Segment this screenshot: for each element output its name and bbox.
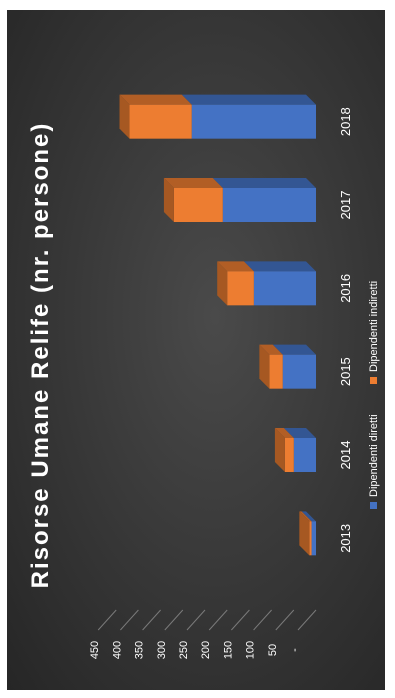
bar-top-face bbox=[243, 261, 316, 272]
bar-top-face bbox=[272, 344, 316, 355]
bar-top-face bbox=[299, 511, 312, 522]
gridline bbox=[164, 609, 184, 631]
y-tick-labels: - 50 100 150 200 250 300 350 400 450 bbox=[89, 641, 301, 659]
bar-2017-1 bbox=[163, 178, 223, 222]
bar-2017-0 bbox=[212, 178, 316, 222]
gridlines bbox=[97, 609, 317, 631]
bar-top-face bbox=[301, 511, 316, 522]
bar-end-face bbox=[274, 428, 285, 472]
y-tick-label: 150 bbox=[222, 641, 234, 659]
bar-2015-1 bbox=[259, 344, 283, 389]
bar-end-face bbox=[163, 178, 174, 222]
bar-front-face bbox=[253, 271, 316, 306]
gridline bbox=[186, 609, 206, 631]
gridline bbox=[275, 609, 295, 631]
bar-front-face bbox=[269, 354, 283, 389]
legend-item: Dipendenti indiretti bbox=[368, 281, 380, 384]
bar-top-face bbox=[274, 428, 294, 438]
x-category-label: 2016 bbox=[338, 274, 353, 303]
bar-front-face bbox=[222, 188, 316, 222]
bar-top-face bbox=[119, 94, 192, 105]
bar-2016-1 bbox=[217, 261, 254, 306]
bar-top-face bbox=[163, 178, 223, 188]
y-tick-label: 50 bbox=[267, 644, 279, 656]
gridline bbox=[120, 609, 139, 631]
bar-end-face bbox=[299, 511, 310, 556]
bar-front-face bbox=[309, 521, 312, 556]
bar-front-face bbox=[227, 271, 254, 306]
x-category-label: 2017 bbox=[338, 191, 353, 220]
y-tick-label: 250 bbox=[178, 641, 190, 659]
legend-label: Dipendenti indiretti bbox=[368, 281, 380, 372]
bar-2013-1 bbox=[299, 511, 312, 556]
y-tick-label: 450 bbox=[89, 641, 101, 659]
y-tick-label: 200 bbox=[200, 641, 212, 659]
bar-2014-0 bbox=[283, 428, 316, 472]
legend-item: Dipendenti diretti bbox=[368, 414, 380, 509]
legend: Dipendenti diretti Dipendenti indiretti bbox=[368, 281, 380, 509]
legend-label: Dipendenti diretti bbox=[368, 414, 380, 497]
bar-end-face bbox=[119, 94, 130, 139]
bar-front-face bbox=[311, 521, 316, 556]
bar-2018-0 bbox=[181, 94, 316, 139]
legend-swatch bbox=[370, 502, 377, 509]
bars: 2013 2014 2015 2016 2017 2018 bbox=[119, 94, 353, 556]
bar-end-face bbox=[217, 261, 228, 306]
bar-front-face bbox=[173, 188, 223, 222]
bar-2013-0 bbox=[301, 511, 316, 556]
gridline bbox=[231, 609, 250, 631]
bar-2014-1 bbox=[274, 428, 294, 472]
x-category-label: 2013 bbox=[338, 524, 353, 553]
x-category-label: 2015 bbox=[338, 357, 353, 386]
bar-front-face bbox=[284, 438, 294, 472]
x-category-label: 2014 bbox=[338, 441, 353, 470]
gridline bbox=[297, 609, 317, 631]
bar-top-face bbox=[181, 94, 316, 105]
bar-top-face bbox=[259, 344, 283, 355]
y-tick-label: 400 bbox=[111, 641, 123, 659]
y-tick-label: 350 bbox=[134, 641, 146, 659]
bar-2018-1 bbox=[119, 94, 192, 139]
bar-top-face bbox=[212, 178, 316, 188]
bar-end-face bbox=[259, 344, 270, 389]
gridline bbox=[97, 609, 117, 631]
bar-front-face bbox=[129, 104, 192, 139]
y-tick-label: 100 bbox=[245, 641, 257, 659]
bar-2015-0 bbox=[272, 344, 316, 389]
bar-front-face bbox=[191, 104, 316, 139]
bar-top-face bbox=[283, 428, 316, 438]
y-tick-label: 300 bbox=[156, 641, 168, 659]
legend-swatch bbox=[370, 377, 377, 384]
gridline bbox=[142, 609, 161, 631]
gridline bbox=[208, 609, 228, 631]
bar-front-face bbox=[282, 354, 316, 389]
bar-2016-0 bbox=[243, 261, 316, 306]
y-tick-label: - bbox=[289, 648, 301, 652]
bar-front-face bbox=[293, 438, 316, 472]
x-category-label: 2018 bbox=[338, 107, 353, 136]
chart-title: Risorse Umane Relife (nr. persone) bbox=[27, 122, 54, 589]
gridline bbox=[253, 609, 272, 631]
bar-top-face bbox=[217, 261, 254, 272]
